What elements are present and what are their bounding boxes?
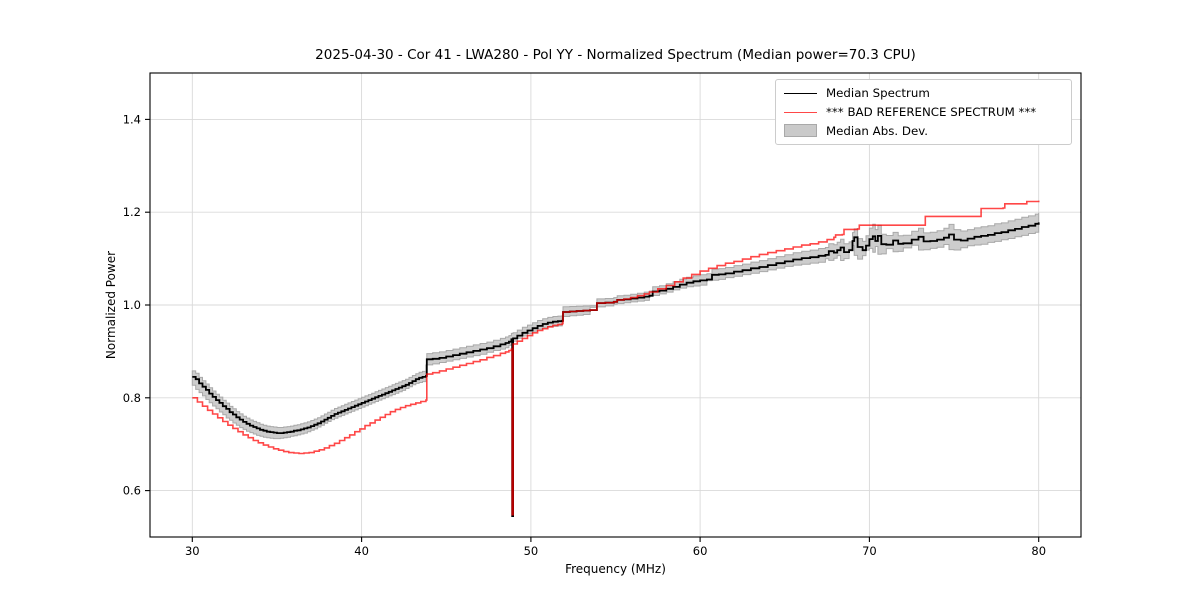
median-line-swatch	[784, 92, 817, 94]
x-axis-label: Frequency (MHz)	[565, 562, 666, 576]
y-axis-label-text: Normalized Power	[104, 250, 118, 360]
legend-label: Median Spectrum	[826, 86, 930, 101]
x-tick-label: 60	[693, 544, 708, 558]
chart-title: 2025-04-30 - Cor 41 - LWA280 - Pol YY - …	[315, 47, 916, 63]
bad-reference-spectrum-line	[192, 200, 1040, 516]
median-abs-dev-band	[191, 212, 1040, 440]
median-abs-dev-patch-swatch	[784, 124, 817, 138]
legend-label: Median Abs. Dev.	[826, 123, 929, 138]
median-spectrum-line	[192, 222, 1040, 517]
y-tick-label: 1.2	[123, 205, 141, 219]
y-tick-label: 0.8	[123, 391, 141, 405]
y-tick-label: 1.0	[123, 298, 141, 312]
y-tick-label: 0.6	[123, 484, 141, 498]
legend-item-bad-reference: *** BAD REFERENCE SPECTRUM ***	[784, 103, 1063, 122]
x-tick-label: 50	[524, 544, 539, 558]
x-tick-label: 40	[354, 544, 369, 558]
legend-label: *** BAD REFERENCE SPECTRUM ***	[826, 105, 1037, 119]
legend-item-median-abs-dev: Median Abs. Dev.	[784, 121, 1063, 140]
y-tick-label: 1.4	[123, 112, 141, 126]
x-tick-label: 70	[862, 544, 877, 558]
legend: Median Spectrum *** BAD REFERENCE SPECTR…	[775, 79, 1072, 145]
x-tick-label: 30	[185, 544, 200, 558]
bad-reference-line-swatch	[784, 111, 817, 113]
x-tick-label: 80	[1031, 544, 1046, 558]
legend-item-median-spectrum: Median Spectrum	[784, 84, 1063, 103]
